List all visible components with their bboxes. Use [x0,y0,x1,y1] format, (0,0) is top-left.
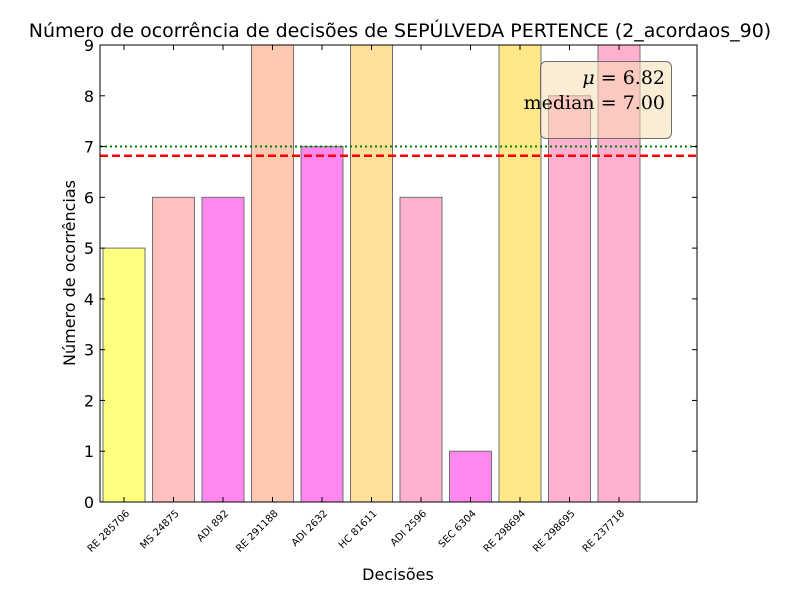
stats-box: μ = 6.82 median = 7.00 [524,61,672,139]
median-value: 7.00 [622,92,665,114]
x-axis-label: Decisões [362,565,434,584]
x-tick-label: ADI 2632 [290,508,330,548]
plot-frame [99,44,698,503]
y-tick-label: 1 [84,442,94,461]
y-tick-label: 5 [84,239,94,258]
mean-symbol: μ [582,67,595,89]
x-tick-label: ADI 892 [195,508,231,544]
bar-re-285706 [102,247,146,503]
bar-re-298695 [548,95,591,503]
x-tick-label: HC 81611 [337,508,380,551]
y-axis-label: Número de ocorrências [60,180,79,366]
bar-hc-81611 [350,44,393,503]
median-label: median [523,92,595,114]
bar-re-291188 [251,44,294,503]
bar-adi-2596 [399,196,443,503]
y-tick-label: 9 [84,36,94,55]
mean-value: 6.82 [622,67,665,89]
chart-title: Número de ocorrência de decisões de SEPÚ… [29,18,771,42]
mean-annotation: μ = 6.82 [582,67,665,89]
bar-adi-2632 [300,146,344,503]
x-tick-label: RE 291188 [234,508,280,554]
y-tick-label: 2 [84,391,94,410]
bar-ms-24875 [152,196,195,503]
x-tick-label: SEC 6304 [437,508,479,550]
x-tick-label: RE 285706 [86,508,132,554]
y-axis: 0 1 2 3 4 5 6 7 8 9 [84,36,697,512]
y-tick-label: 8 [84,87,94,106]
median-annotation: median = 7.00 [523,92,665,114]
x-tick-label: RE 298695 [531,508,577,554]
bars-group [102,44,641,503]
bar-adi-892 [201,196,245,503]
y-tick-label: 4 [84,290,94,309]
y-tick-label: 7 [84,138,94,157]
y-tick-label: 3 [84,341,94,360]
reference-lines [100,145,697,157]
bar-sec-6304 [449,450,492,503]
x-tick-label: ADI 2596 [389,508,429,548]
x-tick-label: RE 298694 [482,508,528,554]
x-tick-label: MS 24875 [139,508,182,551]
y-tick-label: 0 [84,493,94,512]
x-tick-label: RE 237718 [581,508,627,554]
y-tick-label: 6 [84,188,94,207]
